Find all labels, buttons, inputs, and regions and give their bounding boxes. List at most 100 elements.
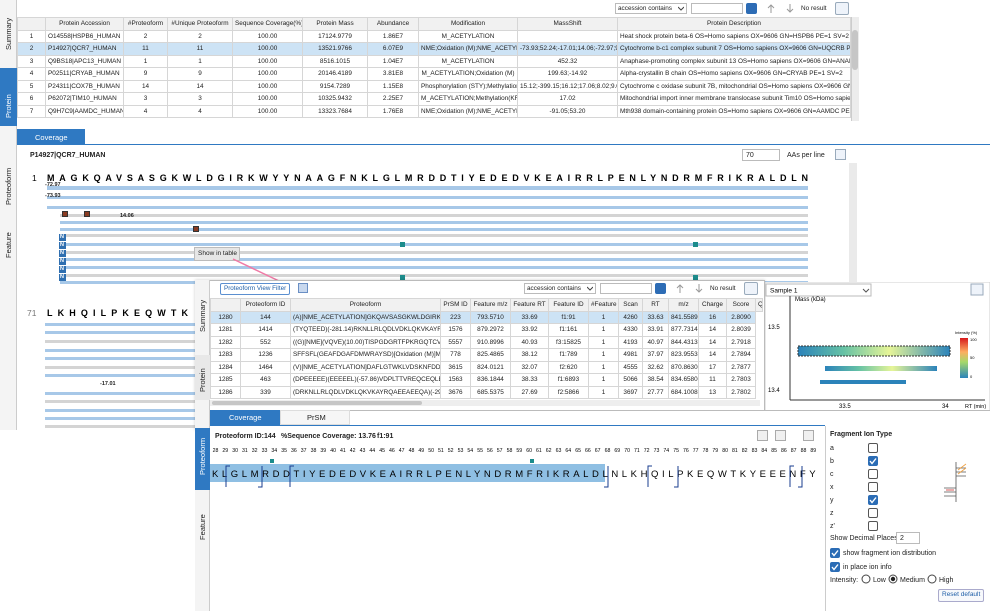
- search-button[interactable]: [655, 283, 666, 294]
- tool-button[interactable]: [775, 430, 786, 441]
- header-cell[interactable]: Feature ID: [548, 298, 589, 312]
- header-cell[interactable]: Feature m/z: [470, 298, 511, 312]
- position-label: 79: [712, 448, 718, 454]
- header-cell[interactable]: Score: [726, 298, 756, 312]
- header-cell[interactable]: RT: [642, 298, 669, 312]
- table-row[interactable]: 6 P62072|TIM10_HUMAN 3 3 100.00 10325.9432 2.2…: [17, 92, 851, 106]
- export-button[interactable]: [744, 282, 758, 295]
- coverage-bar: [60, 258, 808, 261]
- table-row[interactable]: 3 Q9BS18|APC13_HUMAN 1 1 100.00 8516.1015 1.04…: [17, 54, 851, 68]
- side-tab[interactable]: Protein: [198, 368, 207, 392]
- table-row[interactable]: 1 O14558|HSPB6_HUMAN 2 2 100.00 17124.9779 1.8…: [17, 29, 851, 43]
- checkbox-box: [830, 562, 840, 572]
- reset-button[interactable]: [938, 589, 984, 602]
- position-label: 38: [311, 448, 317, 454]
- table-cell: 100.00: [232, 92, 303, 106]
- tab-coverage[interactable]: [210, 410, 280, 425]
- feature-box[interactable]: [820, 380, 906, 384]
- position-label: 46: [389, 448, 395, 454]
- table-row[interactable]: 4 P02511|CRYAB_HUMAN 9 9 100.00 20146.4189 3.8…: [17, 67, 851, 81]
- table-row[interactable]: 1282 552 ((G)[NME](VQVE)(10.00)TISPGDGRTFP…: [210, 335, 763, 349]
- header-cell[interactable]: #Proteoform: [123, 17, 168, 31]
- side-tab[interactable]: Summary: [198, 299, 207, 332]
- table-cell: 17: [698, 360, 727, 374]
- table-cell: 2.7802: [726, 385, 756, 399]
- checkbox[interactable]: [868, 443, 878, 453]
- position-label: 65: [575, 448, 581, 454]
- table-cell: 4193: [618, 335, 643, 349]
- checkbox[interactable]: [868, 495, 878, 505]
- header-cell[interactable]: Scan: [618, 298, 643, 312]
- header-cell[interactable]: Protein Accession: [45, 17, 124, 31]
- header-cell[interactable]: Proteoform: [290, 298, 441, 312]
- filter-dropdown[interactable]: [524, 283, 596, 294]
- mass-shift-label: -17.01: [100, 381, 116, 387]
- header-cell[interactable]: Q: [755, 298, 763, 312]
- checkbox[interactable]: [830, 548, 840, 558]
- side-tab[interactable]: Proteoform: [4, 167, 13, 205]
- header-cell[interactable]: Feature RT: [510, 298, 549, 312]
- ion-label: z': [830, 523, 835, 530]
- table-row[interactable]: 5 P24311|COX7B_HUMAN 14 14 100.00 9154.7289 1.…: [17, 79, 851, 93]
- fit-button[interactable]: [835, 149, 846, 160]
- table-row[interactable]: 1284 1464 (V)[NME_ACETYLATION]DAFLGTWKLVDS…: [210, 360, 763, 374]
- header-cell[interactable]: Charge: [698, 298, 727, 312]
- table-cell: P14927|QCR7_HUMAN: [45, 42, 124, 56]
- tool-button[interactable]: [757, 430, 768, 441]
- checkbox[interactable]: [868, 456, 878, 466]
- header-cell[interactable]: #Feature: [588, 298, 619, 312]
- aa-spinner[interactable]: [742, 149, 780, 161]
- header-cell[interactable]: PrSM ID: [440, 298, 471, 312]
- feature-box[interactable]: [825, 366, 937, 371]
- table-row[interactable]: 2 P14927|QCR7_HUMAN 11 11 100.00 13521.9766 6.…: [17, 42, 851, 56]
- checkbox[interactable]: [868, 508, 878, 518]
- header-cell[interactable]: #Unique Proteoform: [167, 17, 233, 31]
- header-cell[interactable]: Modification: [418, 17, 518, 31]
- checkbox[interactable]: [830, 562, 840, 572]
- export-button[interactable]: [835, 2, 849, 15]
- filter-input[interactable]: [691, 3, 743, 14]
- search-button[interactable]: [746, 3, 757, 14]
- header-cell[interactable]: Protein Mass: [302, 17, 368, 31]
- table-row[interactable]: 1281 1414 (TYQTEED)(-281.14)RKNLLRLQDLVDKL…: [210, 323, 763, 337]
- decimal-spinner[interactable]: [896, 532, 920, 544]
- table-row[interactable]: 1286 339 (DRKNLLRLQDLVDKLQKVKAYRQAEEAEEQA)…: [210, 385, 763, 399]
- caret-icon: [587, 286, 593, 291]
- side-tab[interactable]: Feature: [198, 514, 207, 540]
- checkbox[interactable]: [868, 469, 878, 479]
- header-cell[interactable]: Proteoform ID: [240, 298, 291, 312]
- side-tab[interactable]: Protein: [4, 94, 13, 118]
- side-tab[interactable]: Feature: [4, 232, 13, 258]
- side-tab[interactable]: Summary: [4, 17, 13, 50]
- tab-prsm[interactable]: [280, 410, 350, 425]
- checkbox[interactable]: [868, 482, 878, 492]
- table-row[interactable]: 7 Q9H7C9|AAMDC_HUMAN 4 4 100.00 13323.7684 1.7…: [17, 104, 851, 118]
- tool-button[interactable]: [803, 430, 814, 441]
- header-cell[interactable]: Sequence Coverage(%): [232, 17, 303, 31]
- decimal-label: Show Decimal Places:: [830, 535, 900, 542]
- checkbox-box: [868, 508, 878, 518]
- filter-input[interactable]: [600, 283, 652, 294]
- table-row[interactable]: 1283 1236 SFFSFL(GEAFDGAFDMWRAYSD)[Oxidati…: [210, 348, 763, 362]
- filter-button[interactable]: [220, 283, 290, 295]
- header-cell[interactable]: Abundance: [367, 17, 419, 31]
- table-cell: 37.97: [642, 348, 669, 362]
- feature-id: f1:91: [377, 433, 394, 440]
- header-cell[interactable]: m/z: [668, 298, 699, 312]
- coverage-tab[interactable]: [17, 129, 85, 145]
- sample-dropdown[interactable]: [765, 283, 872, 297]
- table-row[interactable]: 1280 144 (A)[NME_ACETYLATION]GKQAVSASGKWLD…: [210, 310, 763, 324]
- filter-icon[interactable]: [298, 283, 308, 293]
- header-cell[interactable]: Protein Description: [617, 17, 851, 31]
- filter-dropdown[interactable]: [615, 3, 687, 14]
- radio[interactable]: [861, 574, 871, 584]
- checkbox[interactable]: [868, 521, 878, 531]
- radio[interactable]: [927, 574, 937, 584]
- filter-field: accession contains: [527, 284, 581, 292]
- position-label: 29: [222, 448, 228, 454]
- export-button[interactable]: [970, 283, 984, 296]
- table-row[interactable]: 1285 463 (DPEEEEE)(EEEEEL)(-57.86)VDPLTTVR…: [210, 373, 763, 387]
- header-cell[interactable]: MassShift: [517, 17, 618, 31]
- feature-box[interactable]: [797, 345, 951, 357]
- radio[interactable]: [888, 574, 898, 584]
